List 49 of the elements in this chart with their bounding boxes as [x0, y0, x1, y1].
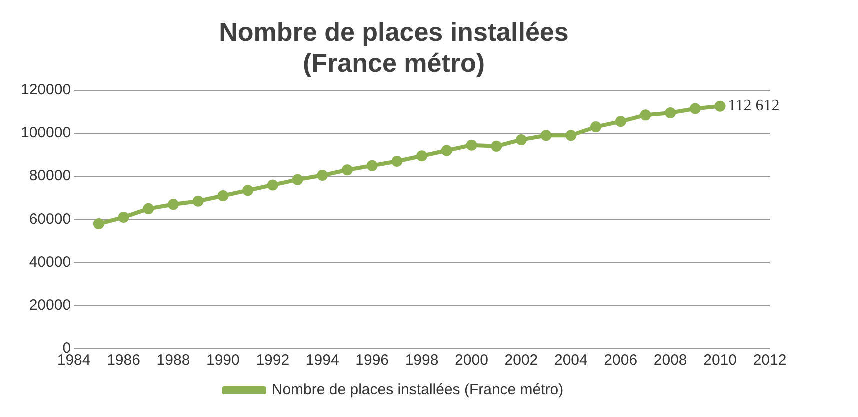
y-tick-label: 60000	[29, 210, 72, 228]
point	[640, 110, 652, 121]
x-tick-label: 1994	[306, 352, 340, 370]
x-tick-label: 2002	[504, 352, 538, 370]
x-tick-label: 1992	[256, 352, 290, 370]
point	[366, 160, 378, 172]
point	[690, 103, 701, 114]
point	[317, 170, 328, 182]
point	[665, 108, 676, 119]
point	[491, 140, 502, 152]
y-tick-label: 80000	[29, 168, 72, 185]
point	[218, 190, 229, 202]
y-tick-label: 120000	[20, 82, 72, 99]
point	[466, 140, 478, 151]
point	[566, 130, 577, 142]
x-tick-label: 2008	[654, 352, 688, 370]
point	[292, 174, 304, 186]
x-tick-label: 1996	[356, 352, 390, 370]
data-label: 112 612	[728, 98, 780, 115]
x-tick-label: 2006	[604, 352, 638, 370]
point	[392, 156, 403, 168]
y-tick-label: 20000	[29, 297, 72, 314]
point	[540, 130, 552, 142]
point	[342, 164, 353, 176]
point	[516, 134, 527, 146]
legend-label: Nombre de places installées (France métro)	[272, 382, 564, 399]
y-tick-label: 40000	[29, 254, 72, 271]
point	[192, 196, 204, 207]
x-tick-label: 2004	[554, 352, 588, 370]
x-tick-label: 1986	[107, 352, 140, 370]
point	[590, 122, 602, 133]
point	[416, 150, 428, 162]
x-tick-label: 2010	[704, 352, 737, 370]
point	[714, 100, 726, 112]
point	[168, 199, 179, 210]
y-tick-label: 100000	[20, 124, 72, 142]
point	[267, 180, 278, 191]
point	[143, 203, 154, 214]
point	[93, 218, 104, 230]
x-tick-label: 1998	[405, 352, 439, 370]
point	[615, 116, 626, 128]
point	[118, 212, 130, 224]
x-tick-label: 2000	[455, 352, 488, 370]
x-tick-label: 2012	[753, 352, 787, 370]
chart-title: Nombre de places installées (France métro)	[219, 16, 569, 78]
point	[242, 185, 254, 196]
x-tick-label: 1988	[156, 352, 190, 370]
point	[441, 145, 452, 156]
x-tick-label: 1990	[206, 352, 240, 370]
